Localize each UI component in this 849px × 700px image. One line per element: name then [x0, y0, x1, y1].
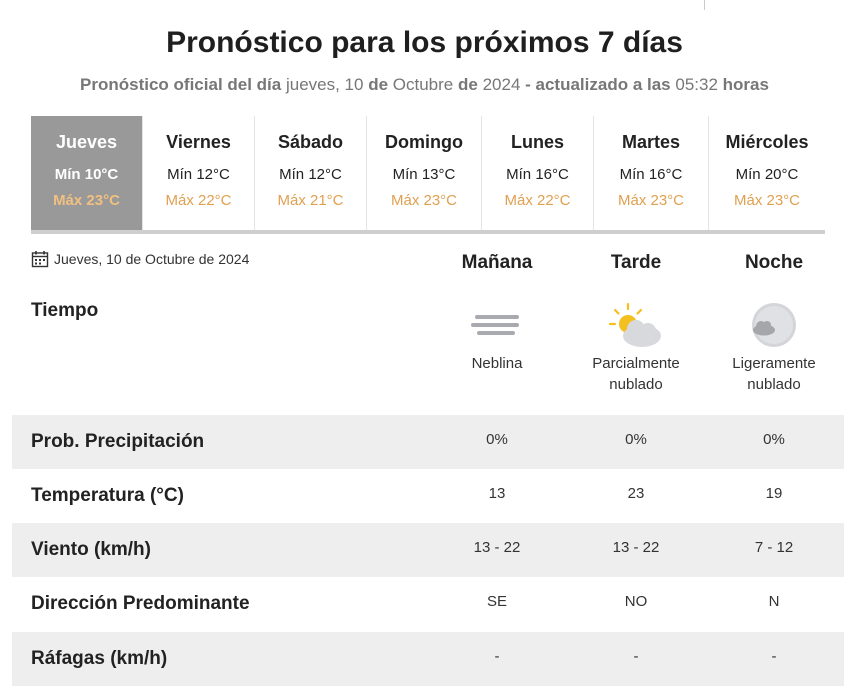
- subtitle-month: Octubre: [392, 75, 454, 94]
- day-tab-miercoles[interactable]: Miércoles Mín 20°C Máx 23°C: [709, 116, 825, 230]
- day-max-temp: Máx 23°C: [53, 192, 120, 209]
- day-name: Lunes: [510, 132, 564, 152]
- subtitle-hours: horas: [722, 75, 769, 94]
- weather-desc-line: nublado: [747, 376, 801, 393]
- row-value: 19: [765, 485, 783, 502]
- day-name: Miércoles: [725, 132, 809, 152]
- fog-icon: [471, 315, 519, 335]
- row-label: Ráfagas (km/h): [31, 648, 168, 669]
- partly-cloudy-night-icon: [752, 303, 796, 347]
- subtitle-prefix: Pronóstico oficial del día: [80, 75, 282, 94]
- row-value: -: [771, 648, 777, 665]
- selected-date-text: Jueves, 10 de Octubre de 2024: [54, 251, 250, 267]
- day-min-temp: Mín 12°C: [279, 166, 342, 183]
- day-name: Sábado: [277, 132, 343, 152]
- row-value: 7 - 12: [754, 539, 794, 556]
- weather-desc-line: nublado: [609, 376, 663, 393]
- day-max-temp: Máx 21°C: [277, 192, 344, 209]
- row-viento: Viento (km/h) 13 - 22 13 - 22 7 - 12: [12, 523, 844, 577]
- weather-desc-line: Neblina: [471, 355, 523, 372]
- subtitle-de-2: de: [458, 75, 478, 94]
- weather-desc-tarde: Parcialmente nublado: [566, 353, 706, 395]
- day-tab-sabado[interactable]: Sábado Mín 12°C Máx 21°C: [255, 116, 367, 230]
- day-tab-lunes[interactable]: Lunes Mín 16°C Máx 22°C: [482, 116, 594, 230]
- row-value: NO: [624, 593, 648, 610]
- row-label: Prob. Precipitación: [31, 431, 205, 452]
- row-value: 13: [488, 485, 506, 502]
- day-min-temp: Mín 13°C: [392, 166, 456, 183]
- day-max-temp: Máx 23°C: [733, 192, 801, 209]
- day-tab-jueves[interactable]: Jueves Mín 10°C Máx 23°C: [31, 116, 143, 230]
- row-value: 0%: [625, 431, 647, 448]
- day-max-temp: Máx 23°C: [390, 192, 458, 209]
- page-subtitle: Pronóstico oficial del día jueves, 10 de…: [0, 75, 849, 95]
- row-prob-precipitacion: Prob. Precipitación 0% 0% 0%: [12, 415, 844, 469]
- row-value: 0%: [763, 431, 785, 448]
- top-divider: [704, 0, 705, 10]
- page-title: Pronóstico para los próximos 7 días: [166, 26, 683, 59]
- day-max-temp: Máx 22°C: [165, 192, 232, 209]
- day-min-temp: Mín 16°C: [506, 166, 569, 183]
- row-label: Dirección Predominante: [31, 593, 250, 614]
- day-min-temp: Mín 10°C: [54, 166, 119, 183]
- row-label: Viento (km/h): [31, 539, 151, 560]
- row-value: 13 - 22: [473, 539, 521, 556]
- weather-desc-noche: Ligeramente nublado: [704, 353, 844, 395]
- selected-date: Jueves, 10 de Octubre de 2024: [31, 250, 249, 268]
- day-tabs: Jueves Mín 10°C Máx 23°C Viernes Mín 12°…: [31, 116, 825, 234]
- day-name: Domingo: [385, 132, 463, 152]
- day-min-temp: Mín 20°C: [735, 166, 799, 183]
- row-value: -: [633, 648, 639, 665]
- day-min-temp: Mín 12°C: [167, 166, 230, 183]
- partly-cloudy-day-icon: [608, 302, 661, 347]
- row-value: 0%: [486, 431, 508, 448]
- period-tarde: Tarde: [610, 252, 662, 273]
- weather-desc-line: Parcialmente: [592, 355, 680, 372]
- subtitle-updated: - actualizado a las: [525, 75, 671, 94]
- row-value: 13 - 22: [612, 539, 660, 556]
- day-tab-domingo[interactable]: Domingo Mín 13°C Máx 23°C: [367, 116, 482, 230]
- row-direccion-predominante: Dirección Predominante SE NO N: [12, 577, 844, 631]
- day-tab-martes[interactable]: Martes Mín 16°C Máx 23°C: [594, 116, 709, 230]
- day-name: Jueves: [55, 132, 118, 152]
- day-min-temp: Mín 16°C: [619, 166, 683, 183]
- row-label: Temperatura (°C): [31, 485, 184, 506]
- row-temperatura: Temperatura (°C) 13 23 19: [12, 469, 844, 523]
- weather-desc-line: Ligeramente: [732, 355, 816, 372]
- row-value: -: [494, 648, 500, 665]
- day-max-temp: Máx 23°C: [617, 192, 685, 209]
- subtitle-time: 05:32: [675, 75, 718, 94]
- day-tab-viernes[interactable]: Viernes Mín 12°C Máx 22°C: [143, 116, 255, 230]
- subtitle-de-1: de: [368, 75, 389, 94]
- period-manana: Mañana: [461, 252, 533, 273]
- weather-desc-manana: Neblina: [427, 353, 567, 374]
- row-value: 23: [627, 485, 645, 502]
- period-noche: Noche: [744, 252, 804, 273]
- subtitle-weekday: jueves, 10: [285, 75, 364, 94]
- row-rafagas: Ráfagas (km/h) - - -: [12, 632, 844, 686]
- subtitle-year: 2024: [482, 75, 521, 94]
- day-name: Viernes: [166, 132, 231, 152]
- calendar-icon: [31, 251, 49, 268]
- weather-label: Tiempo: [31, 300, 99, 321]
- row-value: SE: [486, 593, 507, 610]
- row-value: N: [768, 593, 780, 610]
- day-max-temp: Máx 22°C: [504, 192, 571, 209]
- day-name: Martes: [621, 132, 681, 152]
